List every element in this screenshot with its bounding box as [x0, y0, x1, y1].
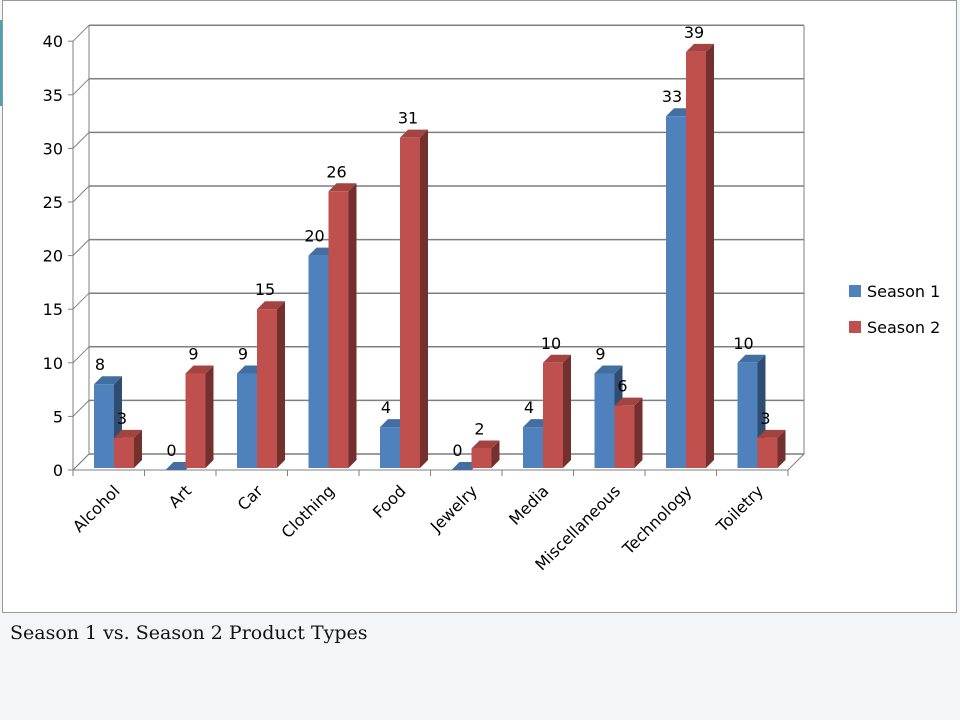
bar — [237, 373, 257, 468]
y-tick-label: 35 — [43, 86, 63, 105]
data-label: 15 — [255, 280, 275, 299]
data-label: 3 — [117, 409, 127, 428]
y-tick-label: 5 — [53, 407, 63, 426]
bar — [308, 255, 329, 468]
bar-side — [777, 429, 786, 468]
data-label: 2 — [474, 420, 484, 439]
x-tick-label: Art — [165, 481, 195, 511]
bar-side — [491, 440, 500, 468]
bar — [257, 309, 277, 468]
x-tick-label: Jewelry — [426, 481, 481, 536]
chart-frame: 0 5 10 15 20 25 30 35 40 8 3 Alcohol 0 9 Art 9 15 Car 20 26… — [2, 0, 957, 613]
y-tick-label: 0 — [53, 461, 63, 480]
data-label: 39 — [684, 23, 704, 42]
gridline-diagonal — [72, 400, 90, 417]
gridline-diagonal — [72, 239, 90, 256]
bar — [757, 437, 778, 468]
gridline-diagonal — [72, 292, 90, 310]
data-label: 0 — [166, 441, 176, 460]
bar-top — [471, 440, 500, 449]
data-label: 31 — [398, 109, 418, 128]
bar — [471, 448, 492, 468]
bar-chart: 051015202530354083Alcohol09Art915Car2026… — [43, 23, 941, 574]
y-tick-label: 25 — [43, 193, 63, 212]
bar — [737, 362, 758, 468]
data-label: 10 — [733, 334, 753, 353]
bar — [400, 137, 420, 468]
bar — [380, 427, 400, 468]
bar — [594, 373, 615, 468]
bar — [666, 116, 686, 469]
bar-top — [94, 376, 122, 385]
bar-top — [594, 365, 623, 374]
x-tick-label: Technology — [618, 481, 696, 559]
chart-floor — [71, 453, 806, 471]
x-tick-label: Car — [234, 481, 267, 514]
bar-side — [205, 365, 214, 468]
gridline-diagonal — [72, 78, 90, 96]
bar — [686, 51, 706, 469]
bar-top — [257, 301, 285, 310]
legend-swatch — [849, 285, 861, 297]
data-label: 3 — [760, 409, 770, 428]
bar — [523, 427, 543, 468]
bar-top — [757, 429, 786, 438]
data-label: 10 — [541, 334, 561, 353]
x-tick-label: Media — [505, 481, 552, 528]
legend-swatch — [849, 321, 861, 333]
gridline-diagonal — [72, 132, 90, 149]
data-label: 8 — [95, 355, 105, 374]
data-label: 9 — [188, 345, 198, 364]
bar — [94, 384, 114, 468]
y-tick-label: 10 — [43, 354, 63, 373]
bar-top — [614, 397, 643, 406]
bar — [328, 191, 349, 468]
chart-caption: Season 1 vs. Season 2 Product Types — [10, 622, 368, 644]
data-label: 33 — [662, 87, 682, 106]
bar — [185, 373, 206, 468]
y-tick-label: 30 — [43, 139, 63, 158]
data-label: 4 — [381, 398, 391, 417]
gridline-diagonal — [72, 185, 90, 203]
bar-side — [706, 43, 714, 469]
y-tick-label: 40 — [43, 32, 63, 51]
data-label: 9 — [238, 345, 248, 364]
data-label: 6 — [617, 377, 627, 396]
bar — [114, 437, 134, 468]
bar-side — [134, 429, 142, 468]
bar-top — [737, 354, 766, 363]
y-tick-label: 20 — [43, 247, 63, 266]
data-label: 4 — [524, 398, 534, 417]
bar-side — [277, 301, 285, 468]
bar — [614, 405, 635, 468]
x-tick-label: Alcohol — [69, 481, 124, 536]
gridline-diagonal — [72, 346, 90, 364]
legend-label: Season 1 — [867, 282, 940, 301]
bar-top — [328, 183, 357, 192]
x-tick-label: Clothing — [278, 481, 339, 542]
gridline-diagonal — [72, 24, 90, 42]
data-label: 0 — [452, 441, 462, 460]
bar-top — [543, 354, 571, 363]
bar-side — [348, 183, 357, 468]
bar-side — [634, 397, 643, 468]
data-label: 9 — [595, 345, 605, 364]
bar — [543, 362, 563, 468]
x-tick-label: Toiletry — [712, 481, 767, 536]
bar-side — [420, 129, 428, 468]
x-tick-label: Food — [369, 481, 410, 522]
data-label: 26 — [326, 162, 346, 181]
bar-top — [185, 365, 214, 374]
legend-label: Season 2 — [867, 318, 940, 337]
data-label: 20 — [304, 227, 324, 246]
bar-top — [400, 129, 428, 138]
y-tick-label: 15 — [43, 300, 63, 319]
bar-top — [114, 429, 142, 438]
bar-side — [563, 354, 571, 468]
bar-top — [686, 43, 714, 52]
